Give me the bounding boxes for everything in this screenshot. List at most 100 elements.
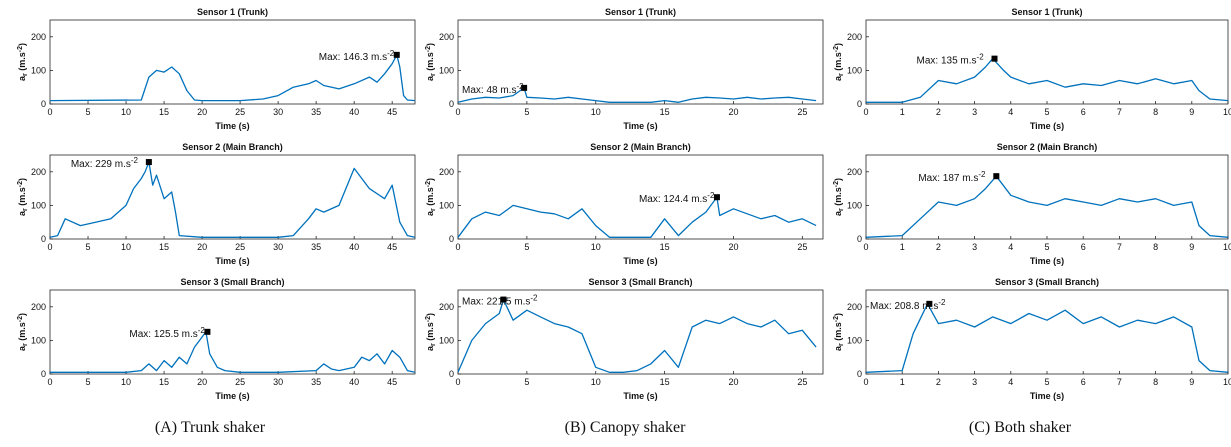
x-tick-label: 5 xyxy=(86,242,91,252)
x-tick-label: 10 xyxy=(121,242,131,252)
max-annotation: Max: 187 m.s-2 xyxy=(918,170,986,184)
x-tick-label: 10 xyxy=(591,107,601,117)
x-tick-label: 9 xyxy=(1189,242,1194,252)
series-line xyxy=(50,331,416,373)
x-tick-label: 30 xyxy=(273,242,283,252)
max-annotation: Max: 48 m.s-2 xyxy=(462,82,524,96)
x-axis-label: Time (s) xyxy=(1030,391,1064,401)
max-marker xyxy=(204,328,211,335)
x-tick-label: 7 xyxy=(1117,107,1122,117)
max-annotation: Max: 229 m.s-2 xyxy=(71,156,139,170)
x-axis-label: Time (s) xyxy=(1030,121,1064,131)
plot-area xyxy=(865,154,1229,240)
x-tick-label: 8 xyxy=(1153,242,1158,252)
x-tick-label: 7 xyxy=(1117,242,1122,252)
max-marker xyxy=(521,84,528,91)
x-tick-label: 30 xyxy=(273,107,283,117)
y-tick-label: 200 xyxy=(31,32,46,42)
y-tick-label: 200 xyxy=(439,302,454,312)
x-tick-label: 6 xyxy=(1081,107,1086,117)
panel-b-2: Sensor 2 (Main Branch) 0 5 10 15 20 25 0 100 200 T… xyxy=(425,142,824,266)
y-tick-label: 200 xyxy=(847,302,862,312)
y-tick-label: 200 xyxy=(439,32,454,42)
x-tick-label: 10 xyxy=(1223,377,1231,387)
y-axis-label: ar (m.s-2) xyxy=(17,43,29,81)
max-annotation: Max: 208.8 m.s-2 xyxy=(870,298,946,312)
x-tick-label: 25 xyxy=(235,242,245,252)
x-tick-label: 10 xyxy=(1223,107,1231,117)
x-tick-label: 2 xyxy=(936,107,941,117)
x-axis-label: Time (s) xyxy=(623,256,657,266)
x-tick-label: 35 xyxy=(311,107,321,117)
y-tick-label: 200 xyxy=(439,167,454,177)
x-axis-label: Time (s) xyxy=(215,391,249,401)
x-tick-label: 9 xyxy=(1189,377,1194,387)
max-marker xyxy=(393,51,400,58)
x-tick-label: 35 xyxy=(311,377,321,387)
y-axis-label: ar (m.s-2) xyxy=(425,178,437,216)
y-tick-label: 0 xyxy=(449,234,454,244)
max-marker xyxy=(993,173,1000,180)
x-tick-label: 10 xyxy=(591,377,601,387)
x-tick-label: 0 xyxy=(455,242,460,252)
y-tick-label: 100 xyxy=(847,335,862,345)
max-marker xyxy=(145,159,152,166)
y-tick-label: 100 xyxy=(31,200,46,210)
y-tick-label: 0 xyxy=(449,99,454,109)
x-tick-label: 30 xyxy=(273,377,283,387)
x-tick-label: 2 xyxy=(936,377,941,387)
x-tick-label: 3 xyxy=(972,242,977,252)
series-line xyxy=(865,303,1229,373)
max-annotation: Max: 135 m.s-2 xyxy=(917,53,985,67)
x-tick-label: 10 xyxy=(121,107,131,117)
x-tick-label: 15 xyxy=(159,242,169,252)
x-tick-label: 10 xyxy=(1223,242,1231,252)
y-tick-label: 200 xyxy=(847,32,862,42)
y-tick-label: 100 xyxy=(439,65,454,75)
max-marker xyxy=(991,55,998,62)
series-line xyxy=(49,161,416,238)
y-tick-label: 100 xyxy=(31,335,46,345)
x-tick-label: 20 xyxy=(728,107,738,117)
max-marker xyxy=(500,296,507,303)
panel-title: Sensor 1 (Trunk) xyxy=(197,7,268,17)
panel-title: Sensor 1 (Trunk) xyxy=(1011,7,1082,17)
plot-area xyxy=(49,19,416,105)
panel-title: Sensor 1 (Trunk) xyxy=(605,7,676,17)
y-tick-label: 100 xyxy=(439,200,454,210)
x-tick-label: 0 xyxy=(863,377,868,387)
panel-b-1: Sensor 1 (Trunk) 0 5 10 15 20 25 0 100 200 Time (s… xyxy=(425,7,824,131)
panel-c-3: Sensor 3 (Small Branch)0 1 2 3 4 5 6 7 8 9 1001002… xyxy=(833,277,1231,401)
x-tick-label: 1 xyxy=(900,107,905,117)
plot-area xyxy=(457,289,824,375)
x-tick-label: 10 xyxy=(121,377,131,387)
y-tick-label: 0 xyxy=(449,369,454,379)
x-tick-label: 25 xyxy=(797,107,807,117)
x-tick-label: 20 xyxy=(197,242,207,252)
x-tick-label: 6 xyxy=(1081,377,1086,387)
x-tick-label: 15 xyxy=(159,377,169,387)
series-line xyxy=(457,298,817,373)
y-axis-label: ar (m.s-2) xyxy=(17,178,29,216)
x-tick-label: 5 xyxy=(524,107,529,117)
x-tick-label: 8 xyxy=(1153,107,1158,117)
y-axis-label: ar (m.s-2) xyxy=(425,313,437,351)
series-line xyxy=(457,87,817,103)
y-axis-label: ar (m.s-2) xyxy=(833,178,845,216)
x-tick-label: 3 xyxy=(972,107,977,117)
plot-area xyxy=(49,289,416,375)
x-tick-label: 8 xyxy=(1153,377,1158,387)
panel-title: Sensor 3 (Small Branch) xyxy=(995,277,1099,287)
x-tick-label: 20 xyxy=(197,107,207,117)
x-tick-label: 5 xyxy=(524,242,529,252)
plot-area xyxy=(457,19,824,105)
x-tick-label: 35 xyxy=(311,242,321,252)
x-tick-label: 0 xyxy=(455,107,460,117)
panel-a-1: Sensor 1 (Trunk) 0 5 10 15 20 25 30 35 40 45 0 100 20… xyxy=(17,7,416,131)
panel-title: Sensor 3 (Small Branch) xyxy=(588,277,692,287)
y-axis-label: ar (m.s-2) xyxy=(425,43,437,81)
x-axis-label: Time (s) xyxy=(1030,256,1064,266)
y-tick-label: 200 xyxy=(31,167,46,177)
y-tick-label: 100 xyxy=(31,65,46,75)
